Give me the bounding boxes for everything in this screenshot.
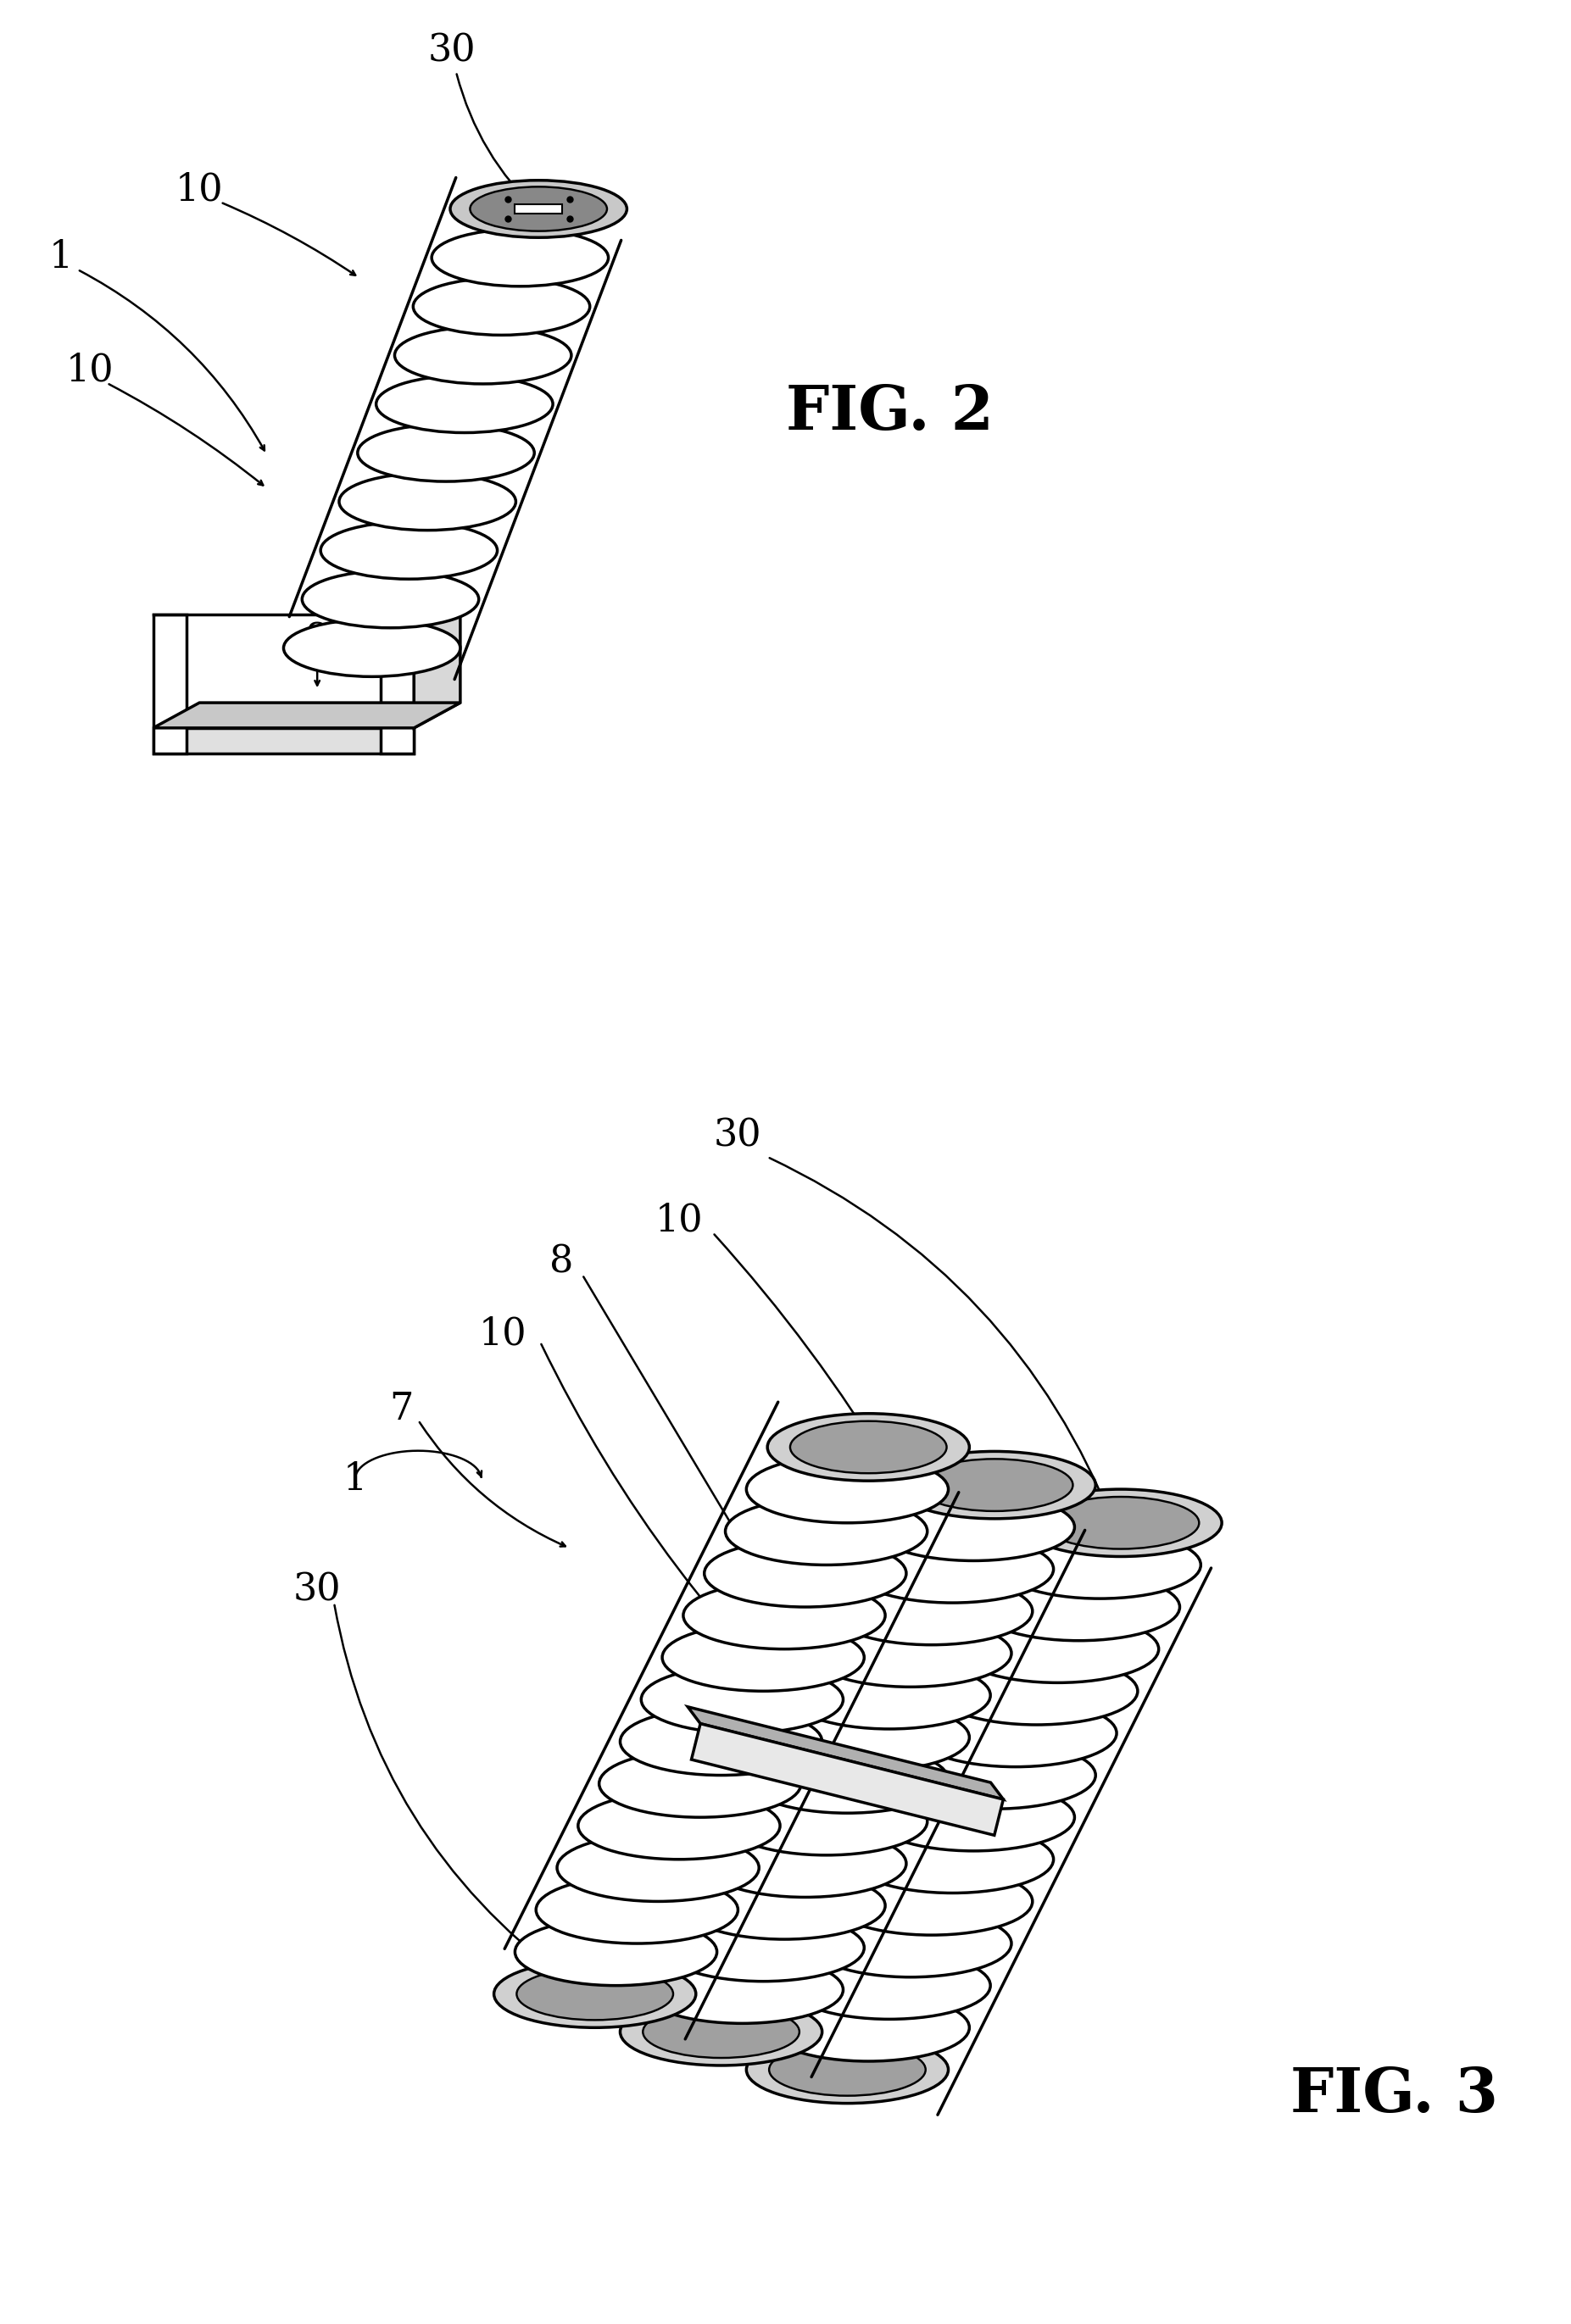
Ellipse shape bbox=[515, 1917, 716, 1985]
Polygon shape bbox=[691, 1724, 1004, 1836]
Ellipse shape bbox=[641, 1666, 844, 1734]
Ellipse shape bbox=[1043, 1497, 1199, 1550]
Ellipse shape bbox=[809, 1620, 1012, 1687]
Ellipse shape bbox=[704, 1829, 906, 1896]
Text: 7: 7 bbox=[203, 704, 226, 741]
Ellipse shape bbox=[999, 1532, 1200, 1599]
Ellipse shape bbox=[789, 1952, 990, 2020]
Ellipse shape bbox=[578, 1792, 781, 1859]
Ellipse shape bbox=[704, 1541, 906, 1606]
Ellipse shape bbox=[470, 186, 606, 230]
Ellipse shape bbox=[872, 1783, 1075, 1850]
Ellipse shape bbox=[339, 474, 515, 530]
Ellipse shape bbox=[726, 1497, 927, 1564]
Ellipse shape bbox=[894, 1741, 1095, 1808]
Text: 8: 8 bbox=[550, 1243, 573, 1281]
Ellipse shape bbox=[536, 1875, 738, 1943]
Ellipse shape bbox=[746, 1455, 949, 1522]
Ellipse shape bbox=[809, 1910, 1012, 1978]
Ellipse shape bbox=[851, 1536, 1054, 1604]
Text: FIG. 3: FIG. 3 bbox=[1290, 2064, 1499, 2124]
Ellipse shape bbox=[320, 523, 498, 579]
Ellipse shape bbox=[726, 1787, 927, 1855]
Polygon shape bbox=[152, 702, 460, 727]
Ellipse shape bbox=[284, 621, 460, 676]
Ellipse shape bbox=[767, 1413, 969, 1480]
Ellipse shape bbox=[746, 1745, 949, 1813]
Text: FIG. 2: FIG. 2 bbox=[786, 383, 993, 442]
Text: 7: 7 bbox=[390, 1392, 413, 1427]
Text: 10: 10 bbox=[478, 1315, 526, 1353]
Polygon shape bbox=[152, 614, 187, 753]
Ellipse shape bbox=[746, 2036, 949, 2103]
Ellipse shape bbox=[957, 1615, 1159, 1683]
Ellipse shape bbox=[683, 1583, 884, 1650]
Text: 10: 10 bbox=[66, 353, 115, 388]
Text: 30: 30 bbox=[713, 1118, 762, 1155]
Ellipse shape bbox=[641, 1957, 844, 2024]
Ellipse shape bbox=[790, 1420, 947, 1473]
Ellipse shape bbox=[302, 572, 479, 627]
Ellipse shape bbox=[517, 1968, 672, 2020]
Ellipse shape bbox=[413, 279, 589, 335]
Ellipse shape bbox=[663, 1624, 864, 1692]
Ellipse shape bbox=[767, 1994, 969, 2061]
Ellipse shape bbox=[894, 1452, 1095, 1518]
Text: 30: 30 bbox=[427, 33, 476, 70]
Text: 10: 10 bbox=[176, 172, 223, 207]
Ellipse shape bbox=[643, 2006, 800, 2057]
Ellipse shape bbox=[493, 1961, 696, 2027]
Ellipse shape bbox=[375, 376, 553, 432]
Ellipse shape bbox=[394, 328, 572, 383]
Ellipse shape bbox=[683, 1871, 884, 1938]
Ellipse shape bbox=[558, 1834, 759, 1901]
Text: 1: 1 bbox=[49, 239, 72, 274]
Polygon shape bbox=[688, 1706, 1004, 1799]
Ellipse shape bbox=[789, 1662, 990, 1729]
Ellipse shape bbox=[831, 1868, 1032, 1936]
Text: 30: 30 bbox=[294, 1571, 341, 1608]
Ellipse shape bbox=[621, 1708, 822, 1776]
Ellipse shape bbox=[977, 1573, 1180, 1641]
Polygon shape bbox=[152, 727, 415, 753]
Ellipse shape bbox=[432, 230, 608, 286]
Ellipse shape bbox=[599, 1750, 801, 1817]
Ellipse shape bbox=[621, 1999, 822, 2066]
Ellipse shape bbox=[851, 1827, 1054, 1894]
Text: 8: 8 bbox=[305, 621, 330, 658]
Ellipse shape bbox=[831, 1578, 1032, 1645]
Ellipse shape bbox=[936, 1657, 1137, 1724]
Ellipse shape bbox=[451, 181, 627, 237]
Polygon shape bbox=[515, 205, 562, 214]
Ellipse shape bbox=[663, 1915, 864, 1982]
Ellipse shape bbox=[916, 1459, 1073, 1511]
Ellipse shape bbox=[767, 1703, 969, 1771]
Ellipse shape bbox=[872, 1494, 1075, 1562]
Ellipse shape bbox=[358, 425, 534, 481]
Ellipse shape bbox=[770, 2043, 925, 2096]
Ellipse shape bbox=[1020, 1490, 1222, 1557]
Text: 1: 1 bbox=[342, 1462, 368, 1497]
Text: 10: 10 bbox=[655, 1202, 704, 1239]
Polygon shape bbox=[415, 590, 460, 727]
Polygon shape bbox=[380, 614, 415, 753]
Ellipse shape bbox=[914, 1699, 1117, 1766]
